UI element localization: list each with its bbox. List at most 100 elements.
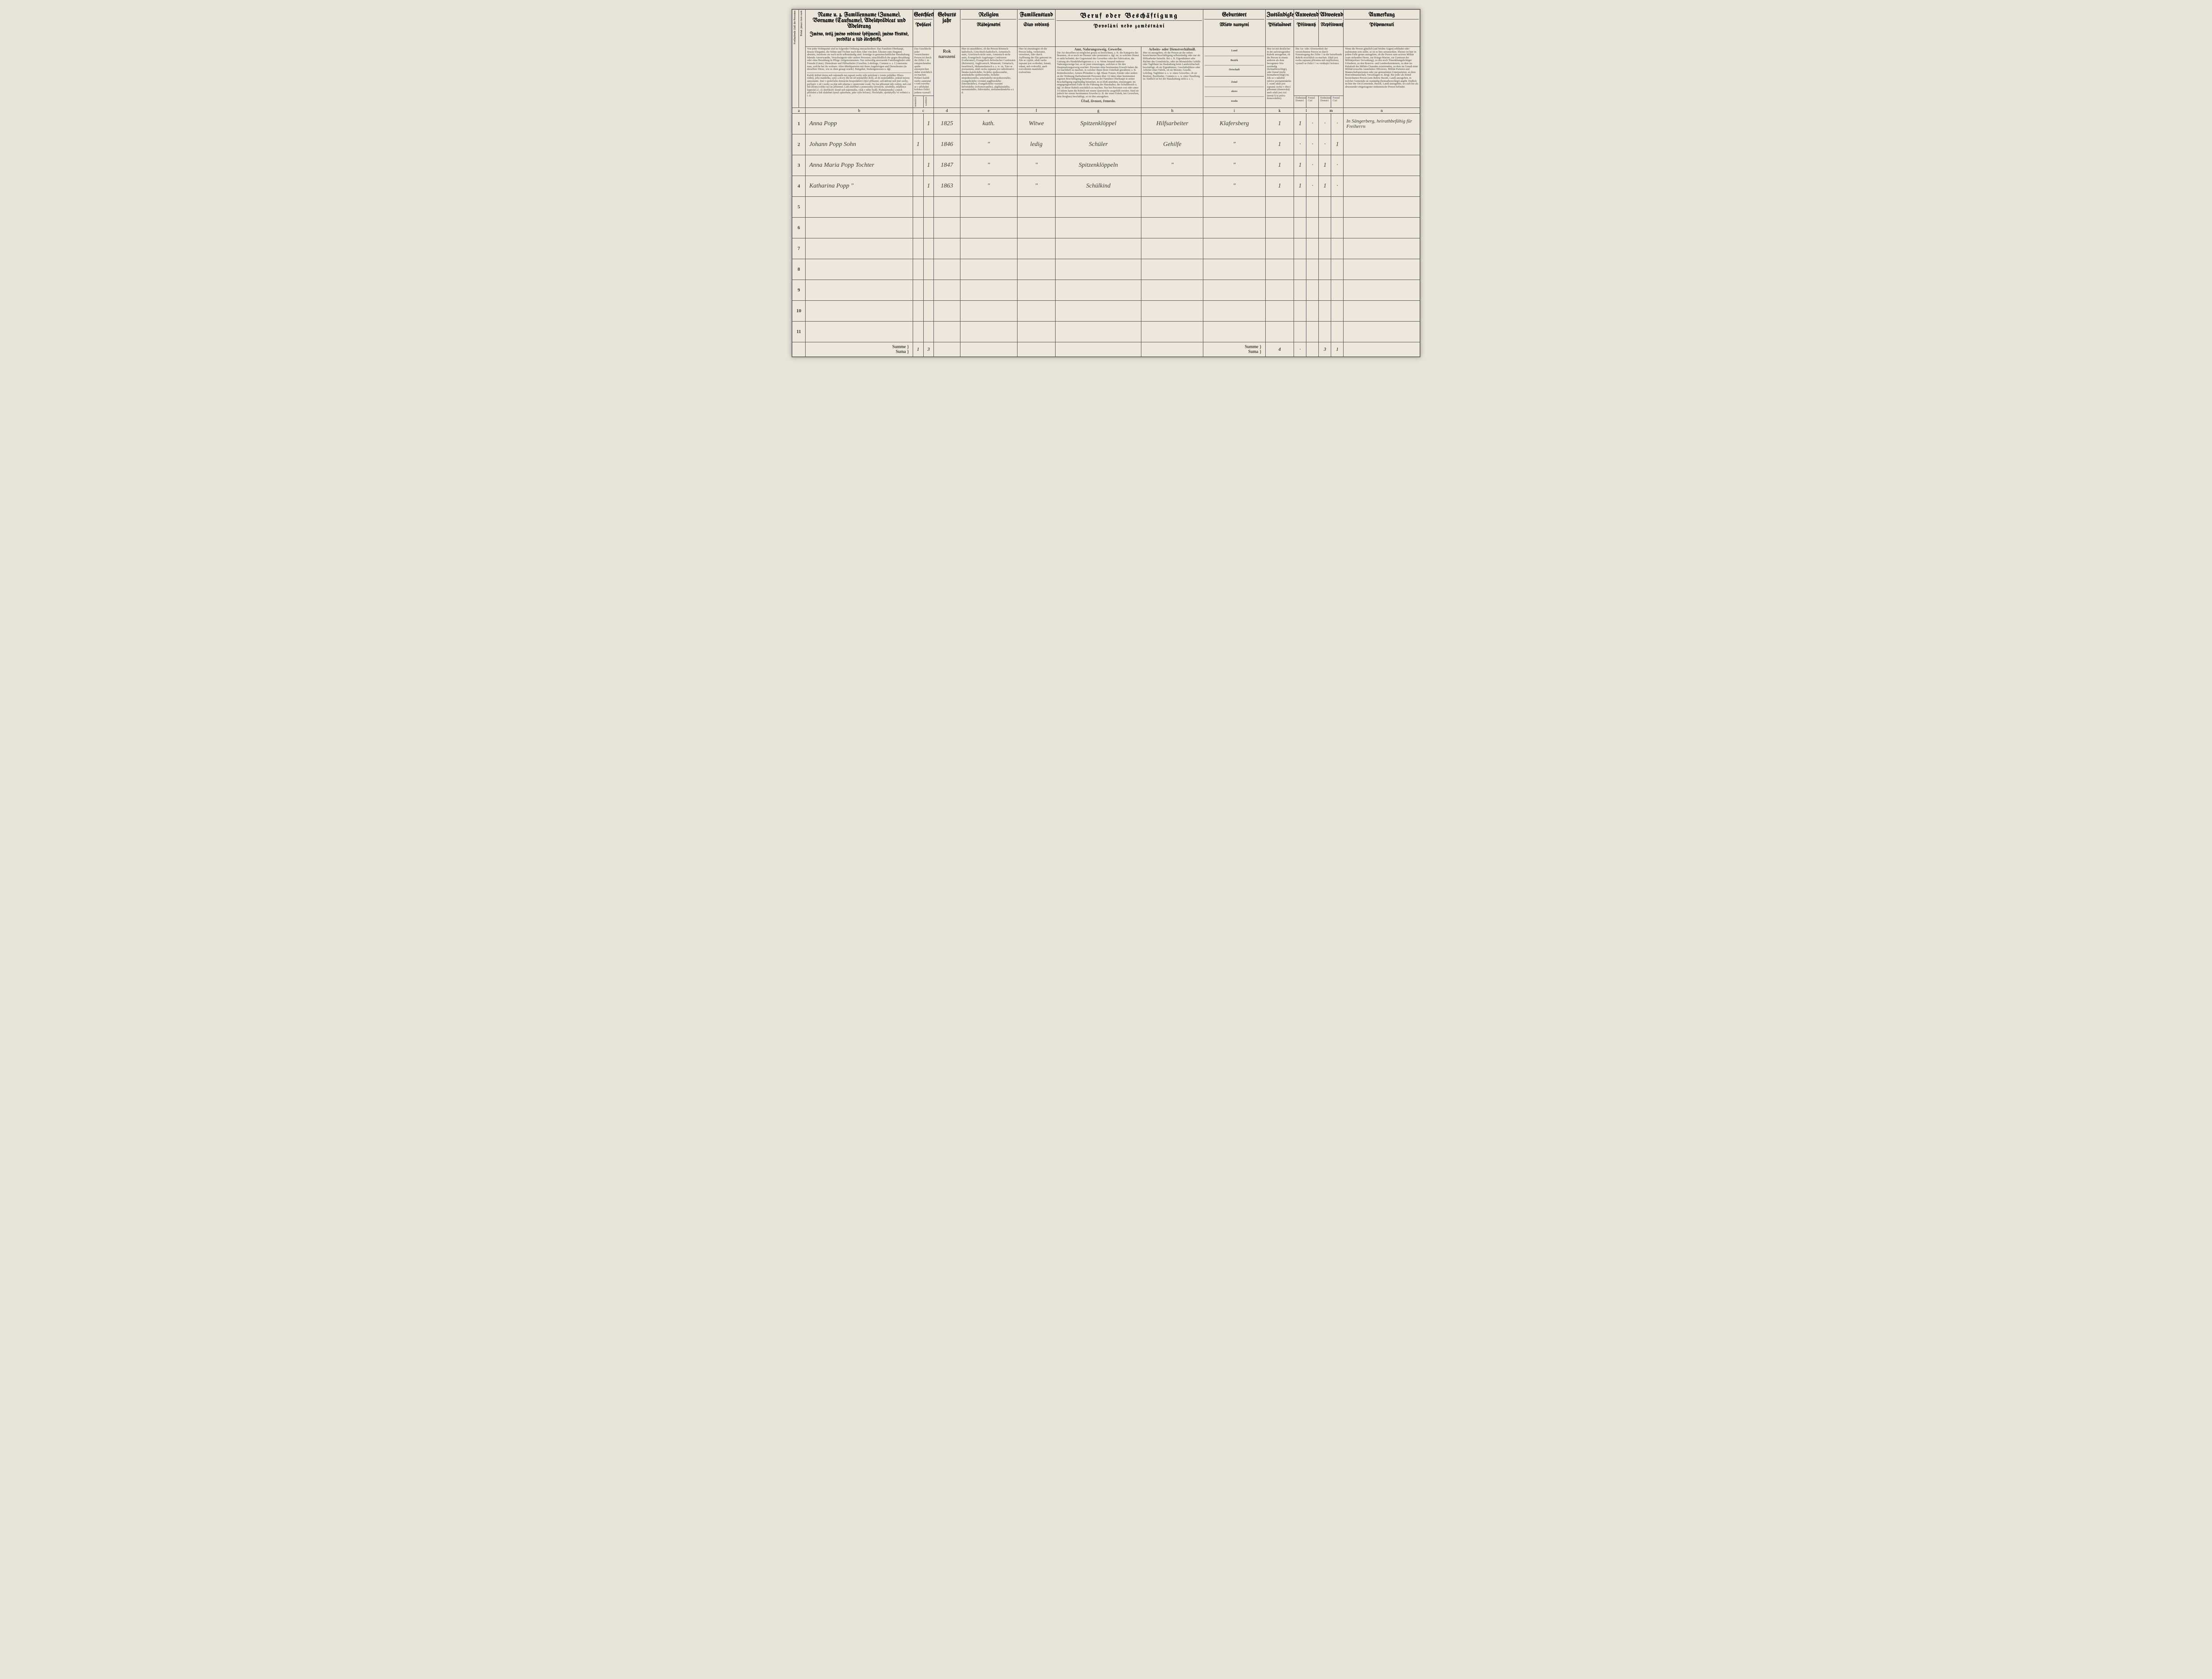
row-number: 7 (792, 238, 806, 259)
cell-marital: Witwe (1017, 113, 1055, 134)
sum-p4: 1 (1331, 342, 1344, 356)
hdr-occupation: Beruf oder Beschäftigung Povolání nebo z… (1056, 10, 1203, 47)
table-row: 11 (792, 321, 1420, 342)
cell-absent1: · (1319, 134, 1331, 155)
cell-remarks (1344, 134, 1420, 155)
cell-absent1 (1319, 321, 1331, 342)
cell-occupation2 (1141, 280, 1203, 300)
hdr-by-cz: Rok narození (934, 47, 960, 108)
cell-year: 1846 (934, 134, 960, 155)
table-row: 4 Katharina Popp " 1 1863 " " Schülkind … (792, 176, 1420, 196)
cell-occupation1 (1056, 217, 1141, 238)
cell-religion (960, 280, 1017, 300)
pe-de: Einheimisch (1295, 97, 1305, 100)
sum-cz: Suma (896, 349, 906, 354)
cell-religion: kath. (960, 113, 1017, 134)
table-row: 5 (792, 196, 1420, 217)
instr-occ-left-text: Die Art derselben ist möglichst genau zu… (1057, 52, 1140, 99)
table-row: 9 (792, 280, 1420, 300)
cell-name (806, 217, 913, 238)
col-letter-row: a b c d e f g h i k l m n (792, 107, 1420, 113)
cell-present1 (1294, 196, 1306, 217)
abs-einheim: Einheimisch Domácí (1319, 96, 1331, 107)
bp-zeme: Země (1205, 79, 1263, 86)
cell-present2: · (1306, 113, 1319, 134)
cell-male (913, 300, 923, 321)
cell-name (806, 238, 913, 259)
cell-year (934, 280, 960, 300)
cell-jurisdiction: 1 (1265, 176, 1294, 196)
instr-occ-right: Arbeits- oder Dienstverhältniß. Hier ist… (1141, 47, 1203, 108)
cell-name (806, 300, 913, 321)
cell-birthplace (1203, 259, 1265, 280)
cell-male: 1 (913, 134, 923, 155)
cell-absent1 (1319, 300, 1331, 321)
cell-jurisdiction: 1 (1265, 134, 1294, 155)
cell-present1 (1294, 217, 1306, 238)
cell-present2 (1306, 259, 1319, 280)
cell-present2 (1306, 300, 1319, 321)
cell-year (934, 217, 960, 238)
cell-male (913, 176, 923, 196)
cell-absent1: 1 (1319, 155, 1331, 176)
cell-year (934, 321, 960, 342)
cell-absent1 (1319, 196, 1331, 217)
cell-name: Anna Popp (806, 113, 913, 134)
cell-remarks (1344, 321, 1420, 342)
cell-absent2: · (1331, 113, 1344, 134)
cell-present2: · (1306, 176, 1319, 196)
cell-occupation1: Schülkind (1056, 176, 1141, 196)
cell-male (913, 113, 923, 134)
cell-year: 1863 (934, 176, 960, 196)
hdr-occ-de: Beruf oder Beschäftigung (1056, 12, 1202, 19)
cell-jurisdiction (1265, 300, 1294, 321)
cell-religion (960, 259, 1017, 280)
bp-ort: Ortschaft (1205, 67, 1263, 73)
hdr-name: Name u. z. Familienname (Zuname), Vornam… (806, 10, 913, 47)
cell-absent2 (1331, 217, 1344, 238)
hdr-bp-cz: Místo narození (1204, 20, 1264, 29)
cell-religion (960, 238, 1017, 259)
cl-c: c (913, 107, 933, 113)
cell-occupation2: Hilfsarbeiter (1141, 113, 1203, 134)
cell-marital (1017, 321, 1055, 342)
cell-remarks: In Sängerberg, heirathbefähig für Freihe… (1344, 113, 1420, 134)
cell-occupation2 (1141, 259, 1203, 280)
bp-bezirk: Bezirk (1205, 58, 1263, 64)
row-number: 10 (792, 300, 806, 321)
cell-birthplace (1203, 321, 1265, 342)
sum-de: Summe (892, 345, 906, 349)
cell-absent2 (1331, 300, 1344, 321)
cell-marital (1017, 238, 1055, 259)
cl-f: f (1017, 107, 1055, 113)
hdr-sex-cz: Pohlaví (914, 20, 933, 29)
cl-e: e (960, 107, 1017, 113)
row-number: 6 (792, 217, 806, 238)
cell-religion (960, 321, 1017, 342)
instr-sex: Das Geschlecht jeder verzeichneten Perso… (913, 47, 933, 96)
cell-absent2 (1331, 196, 1344, 217)
cell-occupation1 (1056, 238, 1141, 259)
cell-jurisdiction (1265, 280, 1294, 300)
cell-remarks (1344, 280, 1420, 300)
col-seq2: Pořád. jdoucí číslo osob (799, 10, 806, 108)
cell-birthplace (1203, 238, 1265, 259)
instr-religion: Hier ist anzuführen, ob die Person Römis… (960, 47, 1017, 108)
instr-name-cz: Každý držitel domu neb nájemník má zapsa… (807, 74, 911, 98)
hdr-jurisdiction: Zuständigkeit Příslušnost (1265, 10, 1294, 47)
cell-name (806, 259, 913, 280)
cell-absent2 (1331, 321, 1344, 342)
cell-absent2: 1 (1331, 134, 1344, 155)
cell-present2 (1306, 217, 1319, 238)
row-number: 1 (792, 113, 806, 134)
instr-jurisdiction: Hier ist mit deutlicher in der aufzutrag… (1265, 47, 1294, 108)
sex-f: weiblich (923, 96, 934, 107)
cell-name: Johann Popp Sohn (806, 134, 913, 155)
cell-absent2: · (1331, 155, 1344, 176)
cell-marital (1017, 259, 1055, 280)
hdr-sex: Geschlecht Pohlaví (913, 10, 933, 47)
cl-h: h (1141, 107, 1203, 113)
cell-absent1: · (1319, 113, 1331, 134)
cell-absent1 (1319, 217, 1331, 238)
cell-occupation2 (1141, 196, 1203, 217)
